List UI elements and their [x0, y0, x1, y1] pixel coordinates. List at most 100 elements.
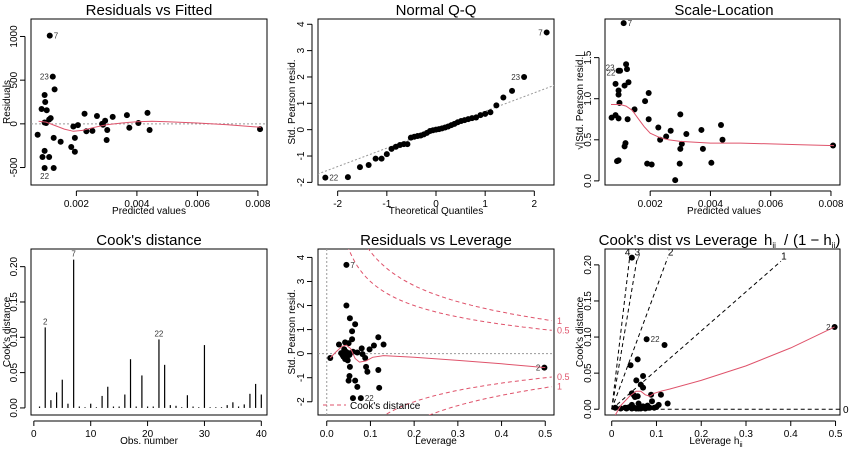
bar-label: 7: [71, 250, 76, 259]
data-point: [633, 377, 640, 384]
data-point: [640, 404, 647, 411]
y-axis: -2 -1 0 1 2 3 4: [296, 254, 313, 406]
y-axis: 0.0 0.5 1.0 1.5: [583, 50, 600, 188]
data-point: [622, 140, 629, 147]
x-axis: 0.002 0.004 0.006 0.008: [64, 190, 271, 210]
x-tick-label: 0.006: [758, 199, 783, 210]
data-point: [42, 99, 49, 105]
chart-title: Residuals vs Leverage: [360, 232, 512, 249]
y-tick-label: 0.0: [583, 174, 594, 188]
y-tick-label: 0.05: [583, 363, 594, 383]
data-point: [41, 147, 48, 154]
point-label: 7: [538, 28, 543, 37]
data-point: [634, 356, 641, 363]
point-label: 7: [54, 32, 59, 41]
data-point: [93, 112, 100, 119]
data-point: [617, 67, 624, 74]
contour-label: 0: [843, 405, 849, 416]
data-point: [487, 109, 494, 116]
data-point: [123, 112, 130, 119]
contours: 4 3 2 1 0: [611, 248, 849, 416]
data-point: [89, 127, 96, 134]
x-tick-label: 0.5: [538, 429, 552, 440]
y-tick-label: 0: [296, 350, 307, 356]
qq-reference-line: [318, 84, 554, 175]
data-point: [376, 384, 383, 391]
data-point: [344, 174, 351, 181]
x-axis-label: Theoretical Quantiles: [389, 206, 484, 217]
contour-line: [611, 257, 631, 410]
data-point: [404, 141, 411, 148]
data-point: [383, 151, 390, 158]
data-point: [661, 341, 668, 348]
y-tick-label: 1.5: [583, 50, 594, 64]
x-axis: -2 -1 0 1 2: [333, 190, 538, 210]
formula-hii: hii: [764, 232, 776, 250]
plot-area: 0 10 20 30 40 0.00 0.05 0.10 0.15 0.20 2 7 22: [9, 248, 268, 440]
data-point: [46, 32, 53, 39]
y-tick-label: 0.10: [9, 327, 20, 347]
data-point: [482, 110, 489, 117]
contour-line: [611, 257, 638, 410]
data-point: [345, 350, 352, 357]
x-axis: 0.002 0.004 0.006 0.008: [638, 190, 844, 210]
point-label: 23: [606, 63, 615, 72]
y-tick-label: 0.15: [583, 291, 594, 311]
smoother-line: [38, 120, 261, 132]
data-point: [623, 61, 630, 68]
x-tick-label: 0.3: [739, 429, 753, 440]
y-tick-label: 1: [296, 326, 307, 332]
y-axis-label: Cook's distance: [575, 296, 586, 367]
data-point: [698, 126, 705, 133]
data-point: [655, 124, 662, 131]
data-point: [343, 302, 350, 309]
data-point: [708, 159, 715, 166]
data-point: [636, 404, 643, 411]
contour-label: 2: [668, 248, 674, 259]
data-point: [363, 363, 370, 370]
contour-label: 1: [557, 316, 562, 326]
data-point: [380, 341, 387, 348]
data-point: [358, 345, 365, 352]
data-point: [627, 362, 634, 369]
data-point: [349, 395, 356, 402]
data-point: [628, 405, 635, 412]
data-point: [354, 383, 361, 390]
data-point: [366, 346, 373, 353]
legend-label: Cook's distance: [350, 401, 421, 412]
data-point: [677, 145, 684, 152]
data-point: [645, 116, 652, 123]
data-point: [345, 377, 352, 384]
data-point: [648, 161, 655, 168]
x-tick-label: 0.4: [495, 429, 509, 440]
x-tick-label: 0.004: [698, 199, 723, 210]
data-point: [493, 102, 500, 109]
x-tick-label: 0.3: [451, 429, 465, 440]
data-point: [34, 131, 41, 138]
points: [34, 32, 264, 171]
y-tick-label: -2: [296, 397, 307, 406]
y-tick-label: 0.00: [583, 399, 594, 419]
data-point: [678, 140, 685, 147]
bar-label: 2: [43, 317, 48, 326]
data-point: [615, 91, 622, 98]
point-label: 2: [826, 323, 831, 332]
contour-label: 1: [781, 251, 787, 262]
y-tick-label: 0.15: [9, 292, 20, 312]
y-axis-label: √|Std. Pearson resid.|: [574, 54, 586, 150]
points: [322, 29, 550, 181]
data-point: [50, 134, 57, 141]
data-point: [643, 336, 650, 343]
x-tick-label: 40: [256, 429, 268, 440]
points: [327, 261, 548, 402]
data-point: [521, 73, 528, 80]
point-label: 22: [651, 335, 660, 344]
data-point: [615, 157, 622, 164]
x-tick-label: 0: [31, 429, 37, 440]
panel-residuals-vs-fitted: Residuals vs Fitted Predicted values Res…: [2, 2, 271, 217]
data-point: [615, 87, 622, 94]
x-tick-label: 0.008: [245, 199, 270, 210]
y-tick-label: 4: [296, 21, 307, 27]
data-point: [51, 86, 58, 93]
